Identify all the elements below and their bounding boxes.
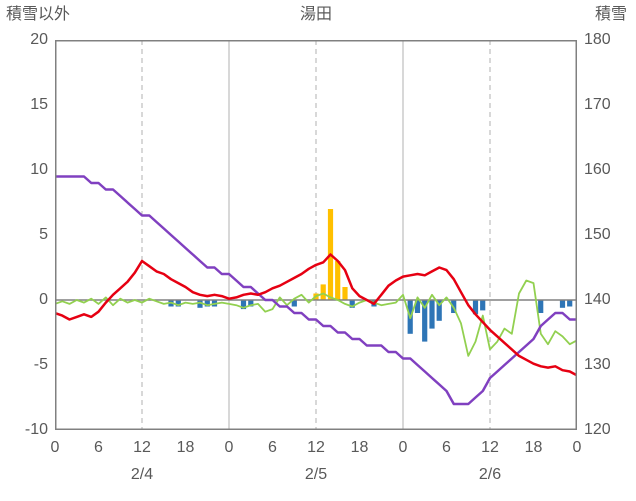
left-axis-title: 積雪以外 [6,6,71,23]
date-label: 2/4 [130,466,154,483]
left-tick-label: -5 [33,356,48,373]
right-tick-label: 140 [584,291,611,308]
x-hour-label: 12 [307,439,325,456]
chart-title: 湯田 [299,6,332,23]
left-tick-label: 10 [30,161,48,178]
chart-canvas [55,40,577,430]
date-label: 2/5 [304,466,328,483]
left-tick-label: 5 [39,226,48,243]
right-tick-label: 130 [584,356,611,373]
x-hour-label: 0 [50,439,60,456]
date-label: 2/6 [478,466,502,483]
right-tick-label: 180 [584,31,611,48]
x-hour-label: 18 [350,439,369,456]
x-hour-label: 0 [398,439,408,456]
x-hour-label: 18 [176,439,195,456]
left-tick-label: -10 [24,421,48,438]
x-hour-label: 12 [133,439,151,456]
plot-area [55,40,577,430]
x-hour-label: 6 [94,439,103,456]
right-tick-label: 160 [584,161,611,178]
left-tick-label: 0 [39,291,48,308]
right-tick-label: 170 [584,96,611,113]
x-hour-label: 18 [524,439,543,456]
left-tick-label: 15 [30,96,48,113]
x-hour-label: 6 [268,439,277,456]
right-tick-label: 150 [584,226,611,243]
right-axis-title: 積雪 [594,6,627,23]
left-tick-label: 20 [30,31,48,48]
x-hour-label: 0 [572,439,582,456]
x-hour-label: 0 [224,439,234,456]
right-tick-label: 120 [584,421,611,438]
x-hour-label: 6 [442,439,451,456]
x-hour-label: 12 [481,439,499,456]
